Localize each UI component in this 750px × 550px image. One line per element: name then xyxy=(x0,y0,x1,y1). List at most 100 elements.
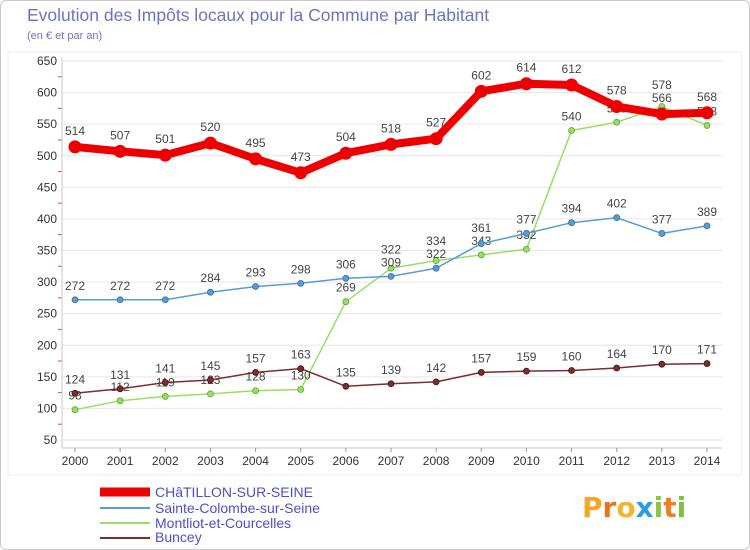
x-tick-label-2006: 2006 xyxy=(333,454,360,468)
y-tick-label-350: 350 xyxy=(37,244,57,258)
data-point-sainte-colombe-sur-seine-2013 xyxy=(658,230,666,237)
data-label-chatillon-sur-seine-2002: 501 xyxy=(155,132,175,146)
data-point-sainte-colombe-sur-seine-2008 xyxy=(432,264,440,272)
data-point-montliot-et-courcelles-2011 xyxy=(568,127,575,134)
data-label-sainte-colombe-sur-seine-2002: 272 xyxy=(155,279,175,293)
data-point-chatillon-sur-seine-2001 xyxy=(113,144,127,158)
y-tick-label-50: 50 xyxy=(44,433,58,447)
logo-letter: r xyxy=(603,491,617,524)
x-tick-label-2011: 2011 xyxy=(559,454,585,468)
data-label-sainte-colombe-sur-seine-2013: 377 xyxy=(652,212,672,226)
data-point-montliot-et-courcelles-2004 xyxy=(252,387,259,395)
chart-subtitle: (en € et par an) xyxy=(27,30,102,42)
data-label-sainte-colombe-sur-seine-2009: 361 xyxy=(471,221,491,235)
x-tick-label-2002: 2002 xyxy=(152,454,179,468)
data-label-buncey-2009: 157 xyxy=(471,351,491,365)
data-point-montliot-et-courcelles-2002 xyxy=(161,393,169,400)
x-tick-label-2014: 2014 xyxy=(694,454,721,468)
data-label-montliot-et-courcelles-2011: 540 xyxy=(562,109,582,123)
data-point-chatillon-sur-seine-2011 xyxy=(565,78,579,92)
x-tick-label-2012: 2012 xyxy=(603,454,630,468)
data-point-sainte-colombe-sur-seine-2001 xyxy=(116,296,124,304)
logo-letter: o xyxy=(616,491,635,524)
data-point-chatillon-sur-seine-2012 xyxy=(610,99,624,113)
data-label-chatillon-sur-seine-2007: 518 xyxy=(381,121,401,135)
data-label-chatillon-sur-seine-2013: 566 xyxy=(652,91,672,105)
data-label-montliot-et-courcelles-2008: 334 xyxy=(426,234,446,248)
data-label-chatillon-sur-seine-2014: 568 xyxy=(697,90,717,104)
data-point-chatillon-sur-seine-2010 xyxy=(519,77,533,91)
data-label-buncey-2002: 141 xyxy=(155,362,175,376)
data-label-chatillon-sur-seine-2009: 602 xyxy=(471,68,491,82)
data-point-chatillon-sur-seine-2005 xyxy=(294,166,308,180)
y-tick-label-600: 600 xyxy=(37,86,57,100)
x-tick-label-2007: 2007 xyxy=(378,454,405,468)
chart-title: Evolution des Impôts locaux pour la Comm… xyxy=(27,5,489,25)
data-label-chatillon-sur-seine-2010: 614 xyxy=(516,61,536,75)
y-tick-label-200: 200 xyxy=(37,338,57,352)
data-label-montliot-et-courcelles-2013: 578 xyxy=(652,78,672,92)
data-label-sainte-colombe-sur-seine-2008: 322 xyxy=(426,247,446,261)
data-point-chatillon-sur-seine-2007 xyxy=(384,137,398,151)
data-point-chatillon-sur-seine-2008 xyxy=(429,132,443,146)
legend-label-montliot: Montliot-et-Courcelles xyxy=(155,515,291,531)
data-label-chatillon-sur-seine-2006: 504 xyxy=(336,130,356,144)
x-tick-label-2008: 2008 xyxy=(423,454,450,468)
data-point-sainte-colombe-sur-seine-2012 xyxy=(613,214,621,222)
x-tick-label-2009: 2009 xyxy=(468,454,495,468)
data-label-chatillon-sur-seine-2000: 514 xyxy=(65,124,85,138)
data-label-buncey-2000: 124 xyxy=(65,372,85,386)
y-tick-label-150: 150 xyxy=(37,370,57,384)
data-label-buncey-2007: 139 xyxy=(381,363,401,377)
data-point-montliot-et-courcelles-2003 xyxy=(207,390,214,398)
y-tick-label-650: 650 xyxy=(37,54,57,68)
data-label-chatillon-sur-seine-2003: 520 xyxy=(200,120,220,134)
data-point-buncey-2003 xyxy=(207,376,214,384)
x-tick-label-2000: 2000 xyxy=(62,454,89,468)
data-point-sainte-colombe-sur-seine-2014 xyxy=(703,222,711,230)
data-label-sainte-colombe-sur-seine-2014: 389 xyxy=(697,205,717,219)
logo-letter: i xyxy=(677,491,687,524)
data-point-montliot-et-courcelles-2006 xyxy=(342,298,350,306)
data-point-sainte-colombe-sur-seine-2005 xyxy=(297,279,305,287)
data-point-chatillon-sur-seine-2002 xyxy=(158,148,172,162)
data-point-buncey-2013 xyxy=(658,360,666,368)
data-point-sainte-colombe-sur-seine-2000 xyxy=(71,296,79,304)
proxiti-logo: Proxiti xyxy=(582,491,686,524)
logo-letter: x xyxy=(636,491,654,524)
y-tick-label-250: 250 xyxy=(37,307,57,321)
series-buncey: 124 131 141 145 157 163 135 139 142 157 159 160 164 1… xyxy=(65,343,717,397)
data-point-sainte-colombe-sur-seine-2007 xyxy=(387,272,395,280)
data-label-sainte-colombe-sur-seine-2003: 284 xyxy=(200,271,220,285)
data-point-montliot-et-courcelles-2007 xyxy=(387,264,395,272)
data-label-buncey-2006: 135 xyxy=(336,365,356,379)
data-point-buncey-2001 xyxy=(116,385,124,393)
data-label-buncey-2008: 142 xyxy=(426,361,446,375)
data-label-buncey-2010: 159 xyxy=(516,350,536,364)
data-point-montliot-et-courcelles-2010 xyxy=(523,245,530,253)
data-label-sainte-colombe-sur-seine-2007: 309 xyxy=(381,255,401,269)
y-tick-label-400: 400 xyxy=(37,212,57,226)
data-point-sainte-colombe-sur-seine-2003 xyxy=(207,288,214,296)
data-label-buncey-2014: 171 xyxy=(697,343,717,357)
legend-label-sainte-colombe: Sainte-Colombe-sur-Seine xyxy=(155,500,320,516)
data-label-buncey-2013: 170 xyxy=(652,343,672,357)
data-label-buncey-2005: 163 xyxy=(291,348,311,362)
data-point-buncey-2002 xyxy=(161,379,169,386)
y-tick-label-450: 450 xyxy=(37,180,57,194)
data-label-buncey-2003: 145 xyxy=(200,359,220,373)
data-label-sainte-colombe-sur-seine-2005: 298 xyxy=(291,262,311,276)
x-tick-label-2010: 2010 xyxy=(513,454,540,468)
data-point-sainte-colombe-sur-seine-2011 xyxy=(568,219,575,227)
data-label-buncey-2001: 131 xyxy=(110,368,130,382)
legend: CHâTILLON-SUR-SEINE Sainte-Colombe-sur-S… xyxy=(100,484,320,545)
y-tick-label-500: 500 xyxy=(37,149,57,163)
data-point-buncey-2011 xyxy=(568,367,575,374)
data-point-montliot-et-courcelles-2001 xyxy=(116,397,124,405)
data-point-buncey-2009 xyxy=(477,369,485,376)
data-point-buncey-2005 xyxy=(297,365,305,373)
x-tick-label-2013: 2013 xyxy=(649,454,676,468)
